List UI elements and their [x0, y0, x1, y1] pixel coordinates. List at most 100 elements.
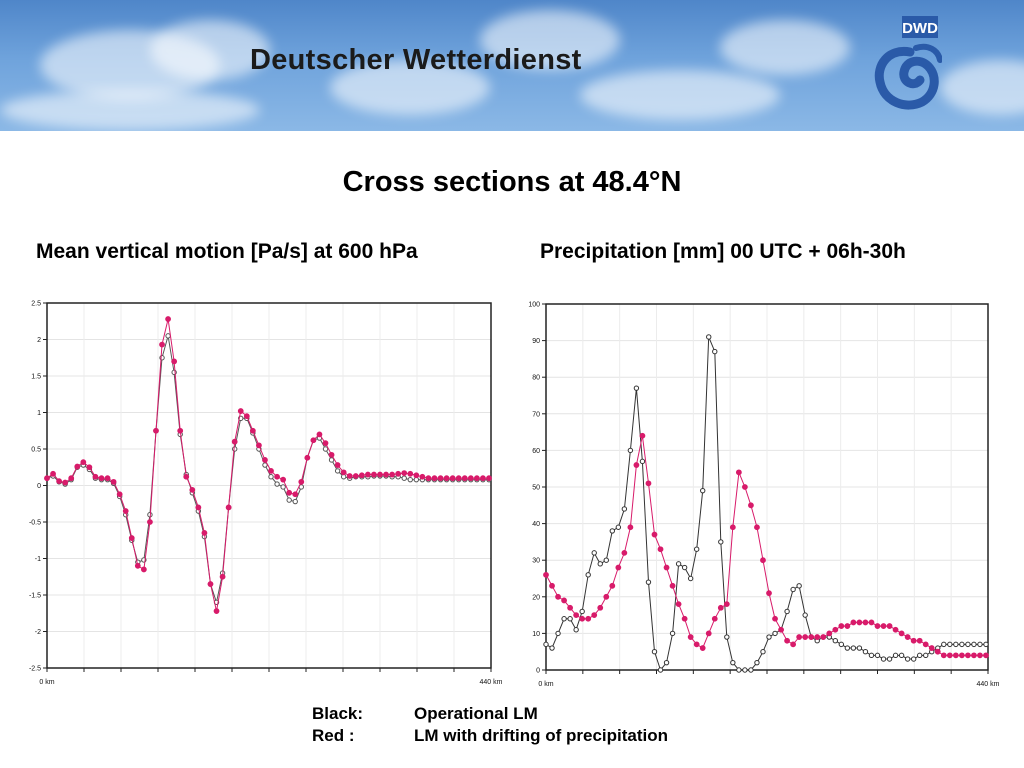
- data-point-black: [965, 641, 971, 648]
- y-tick-label: 60: [532, 448, 540, 455]
- data-point-red: [928, 645, 935, 651]
- data-point-red: [555, 593, 561, 600]
- data-point-black: [892, 652, 899, 659]
- data-point-red: [449, 475, 456, 482]
- data-point-red: [304, 454, 311, 461]
- data-point-red: [946, 652, 953, 659]
- data-point-red: [159, 341, 165, 348]
- data-point-red: [153, 427, 159, 434]
- data-point-black: [407, 476, 413, 483]
- data-point-red: [983, 652, 989, 659]
- page-title: Cross sections at 48.4°N: [342, 166, 682, 198]
- data-point-red: [790, 641, 797, 648]
- data-point-red: [940, 652, 947, 659]
- data-point-red: [44, 475, 50, 482]
- header-banner: Deutscher Wetterdienst DWD: [0, 0, 1024, 131]
- data-point-red: [219, 573, 226, 580]
- data-point-black: [868, 652, 875, 659]
- data-point-red: [766, 590, 772, 597]
- data-point-red: [663, 564, 670, 571]
- data-point-red: [461, 475, 468, 482]
- data-point-red: [213, 608, 220, 614]
- data-point-red: [971, 652, 977, 659]
- data-point-red: [910, 637, 917, 644]
- data-point-black: [923, 652, 929, 659]
- data-point-red: [796, 634, 803, 640]
- y-tick-label: 0: [536, 668, 540, 675]
- data-point-red: [171, 358, 178, 365]
- data-point-black: [748, 667, 754, 673]
- data-point-red: [316, 431, 323, 438]
- precipitation-chart: 0 10 20 30 40 50 60 70 80 90 100 0 km 440 km: [528, 302, 1000, 689]
- data-point-red: [760, 557, 766, 564]
- data-point-red: [627, 524, 634, 531]
- data-point-black: [760, 649, 766, 655]
- data-point-black: [856, 645, 863, 651]
- data-point-black: [916, 652, 923, 659]
- data-point-red: [693, 641, 700, 648]
- x-tick-label: 440 km: [977, 681, 1000, 688]
- data-point-red: [86, 464, 93, 471]
- data-point-red: [407, 470, 414, 477]
- data-point-red: [467, 475, 474, 482]
- data-point-red: [892, 626, 899, 633]
- y-tick-label: 0: [37, 483, 41, 490]
- data-point-red: [334, 462, 341, 468]
- data-point-red: [838, 623, 845, 629]
- data-point-black: [328, 457, 335, 463]
- data-point-red: [122, 508, 129, 514]
- data-point-black: [621, 506, 628, 512]
- data-point-black: [724, 634, 730, 640]
- data-point-red: [934, 648, 941, 655]
- data-point-red: [256, 442, 262, 449]
- data-point-black: [561, 616, 567, 622]
- data-point-red: [711, 615, 718, 622]
- data-point-red: [543, 571, 549, 578]
- data-point-red: [832, 626, 839, 633]
- data-point-red: [310, 437, 317, 444]
- data-point-red: [615, 564, 622, 571]
- data-point-red: [431, 475, 438, 482]
- data-point-red: [286, 489, 293, 496]
- data-point-red: [147, 519, 153, 525]
- data-point-red: [808, 634, 815, 640]
- data-point-black: [627, 447, 634, 454]
- y-tick-label: 30: [532, 558, 540, 565]
- data-point-red: [699, 645, 706, 651]
- banner-title: Deutscher Wetterdienst: [250, 44, 582, 76]
- data-point-red: [609, 582, 616, 589]
- data-point-red: [443, 475, 450, 482]
- data-point-black: [657, 667, 664, 673]
- data-point-black: [802, 612, 808, 618]
- data-point-red: [621, 549, 628, 556]
- data-point-red: [274, 473, 280, 480]
- legend-red-text: LM with drifting of precipitation: [414, 726, 669, 745]
- data-point-black: [880, 656, 887, 662]
- data-point-black: [718, 539, 724, 545]
- dwd-logo: DWD: [874, 16, 942, 110]
- data-point-red: [977, 652, 983, 659]
- data-point-black: [555, 630, 561, 637]
- data-point-black: [633, 385, 640, 391]
- chart-right-title: Precipitation [mm] 00 UTC + 06h-30h: [540, 240, 906, 263]
- data-point-red: [579, 615, 586, 622]
- data-point-black: [977, 641, 983, 648]
- data-point-red: [717, 604, 724, 611]
- data-point-black: [274, 481, 280, 487]
- x-tick-label: 440 km: [480, 679, 503, 686]
- data-point-red: [425, 475, 432, 482]
- data-point-red: [455, 475, 462, 482]
- data-point-red: [225, 504, 232, 511]
- data-point-black: [334, 468, 341, 474]
- y-tick-label: 90: [532, 338, 540, 345]
- data-point-red: [371, 471, 377, 478]
- data-point-red: [904, 634, 911, 640]
- data-point-black: [844, 645, 851, 651]
- legend-black-key: Black:: [312, 704, 364, 723]
- data-point-red: [844, 623, 851, 629]
- data-point-red: [189, 486, 196, 493]
- data-point-black: [784, 608, 790, 615]
- data-point-black: [549, 645, 555, 651]
- data-point-red: [862, 619, 869, 626]
- data-point-red: [262, 457, 268, 463]
